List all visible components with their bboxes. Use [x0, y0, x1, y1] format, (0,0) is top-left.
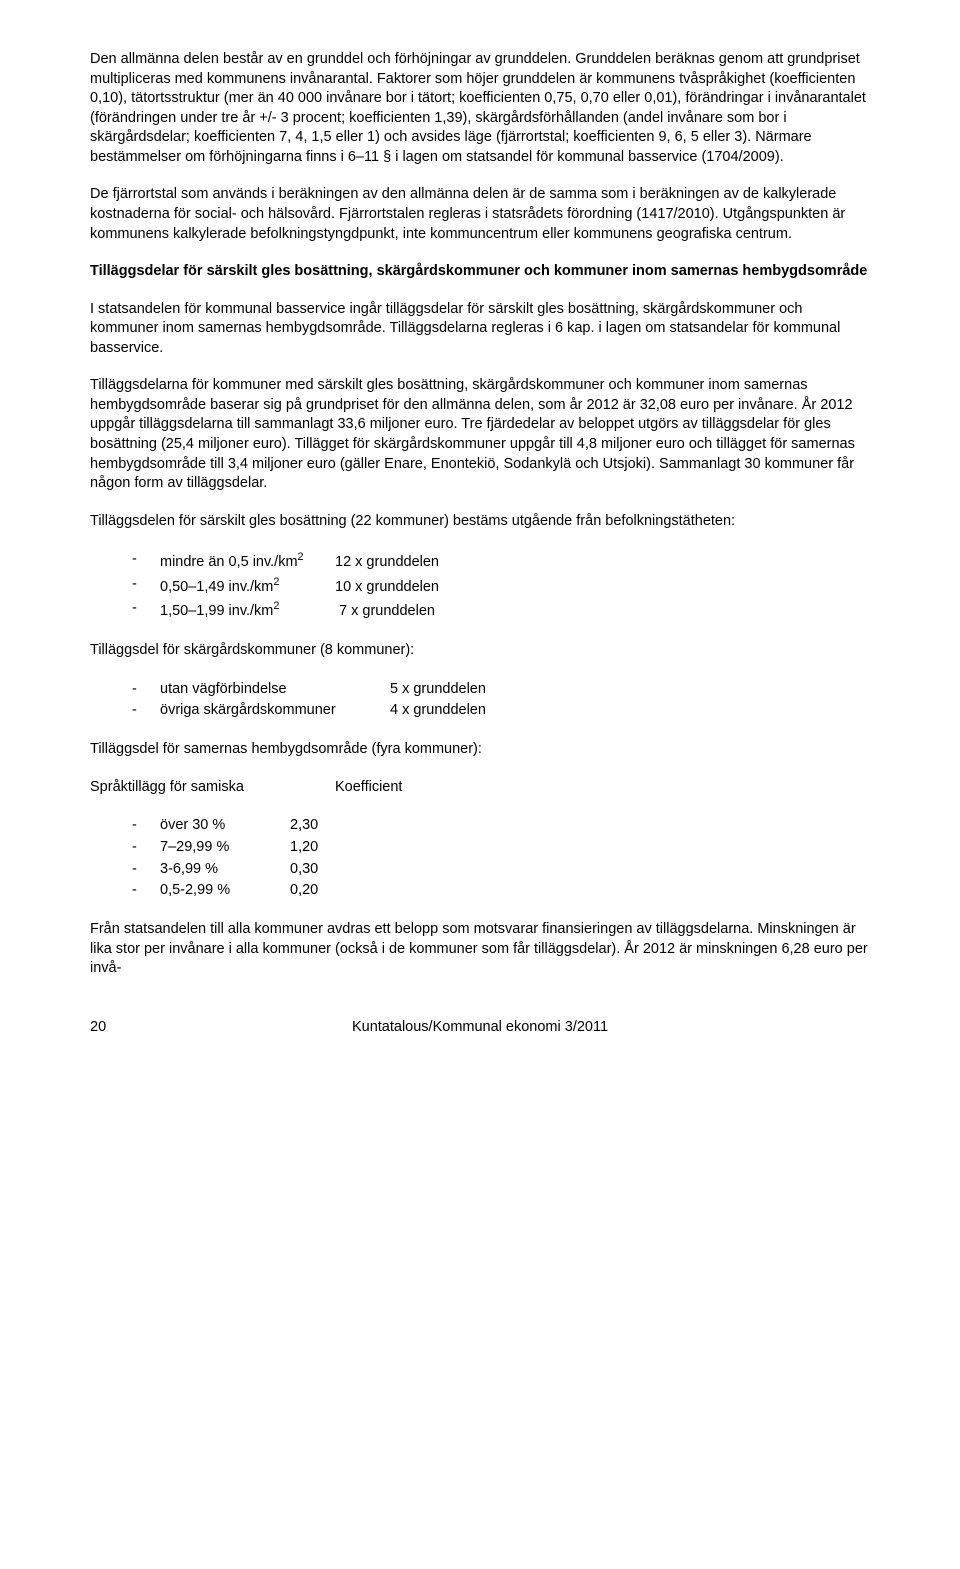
list-item-value: 1,20: [290, 839, 318, 855]
list-item: - 0,5-2,99 %0,20: [132, 880, 870, 902]
list-item-key: 7–29,99 %: [160, 837, 290, 859]
list-item-key: utan vägförbindelse: [160, 679, 390, 701]
list-item-value: 5 x grunddelen: [390, 681, 486, 697]
bullet-dash-icon: -: [132, 880, 160, 902]
list-item-value: 7 x grunddelen: [335, 603, 435, 619]
list-item: - övriga skärgårdskommuner4 x grunddelen: [132, 700, 870, 722]
sami-coefficient-list: - över 30 %2,30 - 7–29,99 %1,20 - 3-6,99…: [90, 815, 870, 902]
list-item-key: 3-6,99 %: [160, 859, 290, 881]
bullet-dash-icon: -: [132, 598, 160, 623]
section-heading: Tilläggsdelar för särskilt gles bosättni…: [90, 262, 870, 282]
list-item: - 0,50–1,49 inv./km210 x grunddelen: [132, 574, 870, 599]
bullet-dash-icon: -: [132, 837, 160, 859]
paragraph-5: Tilläggsdelen för särskilt gles bosättni…: [90, 512, 870, 532]
paragraph-7: Tilläggsdel för samernas hembygdsområde …: [90, 740, 870, 760]
paragraph-2: De fjärrortstal som används i beräkninge…: [90, 185, 870, 244]
list-item: - 3-6,99 %0,30: [132, 859, 870, 881]
list-item-key: 1,50–1,99 inv./km: [160, 603, 273, 619]
list-item: - mindre än 0,5 inv./km212 x grunddelen: [132, 549, 870, 574]
list-item-key: 0,50–1,49 inv./km: [160, 579, 273, 595]
list-item: - över 30 %2,30: [132, 815, 870, 837]
paragraph-3: I statsandelen för kommunal basservice i…: [90, 300, 870, 359]
bullet-dash-icon: -: [132, 679, 160, 701]
list-item-value: 4 x grunddelen: [390, 702, 486, 718]
list-item: - utan vägförbindelse5 x grunddelen: [132, 679, 870, 701]
coefficient-header-left: Språktillägg för samiska: [90, 778, 335, 798]
density-list: - mindre än 0,5 inv./km212 x grunddelen …: [90, 549, 870, 623]
list-item: - 1,50–1,99 inv./km2 7 x grunddelen: [132, 598, 870, 623]
bullet-dash-icon: -: [132, 549, 160, 574]
list-item-key: mindre än 0,5 inv./km: [160, 554, 298, 570]
bullet-dash-icon: -: [132, 815, 160, 837]
archipelago-list: - utan vägförbindelse5 x grunddelen - öv…: [90, 679, 870, 723]
list-item-key: över 30 %: [160, 815, 290, 837]
paragraph-8: Från statsandelen till alla kommuner avd…: [90, 920, 870, 979]
coefficient-header: Språktillägg för samiskaKoefficient: [90, 778, 870, 798]
list-item-key: övriga skärgårdskommuner: [160, 700, 390, 722]
list-item-value: 0,20: [290, 882, 318, 898]
list-item-value: 2,30: [290, 817, 318, 833]
bullet-dash-icon: -: [132, 859, 160, 881]
paragraph-4: Tilläggsdelarna för kommuner med särskil…: [90, 376, 870, 493]
page-number: 20: [90, 1019, 130, 1035]
list-item-value: 0,30: [290, 861, 318, 877]
list-item-value: 10 x grunddelen: [335, 579, 439, 595]
bullet-dash-icon: -: [132, 700, 160, 722]
footer-title: Kuntatalous/Kommunal ekonomi 3/2011: [130, 1019, 870, 1035]
list-item-value: 12 x grunddelen: [335, 554, 439, 570]
paragraph-6: Tilläggsdel för skärgårdskommuner (8 kom…: [90, 641, 870, 661]
list-item: - 7–29,99 %1,20: [132, 837, 870, 859]
page-footer: 20 Kuntatalous/Kommunal ekonomi 3/2011: [90, 1019, 870, 1035]
coefficient-header-right: Koefficient: [335, 779, 402, 795]
list-item-key: 0,5-2,99 %: [160, 880, 290, 902]
paragraph-1: Den allmänna delen består av en grunddel…: [90, 50, 870, 167]
bullet-dash-icon: -: [132, 574, 160, 599]
